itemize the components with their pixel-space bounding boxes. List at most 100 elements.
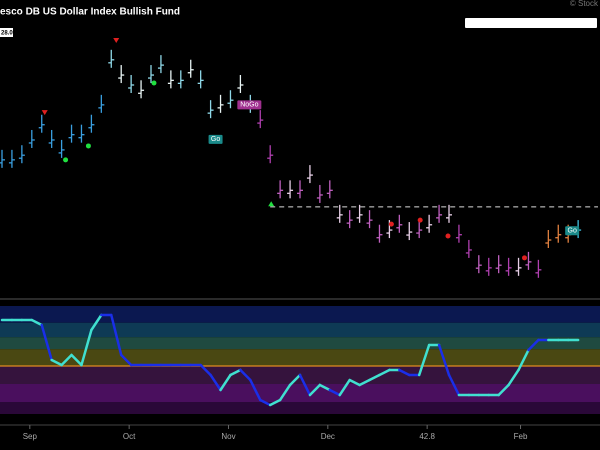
x-tick-label: 42.8: [419, 432, 435, 441]
price-bar: [326, 180, 333, 199]
price-bar: [98, 94, 105, 113]
price-bar: [416, 220, 423, 239]
oscillator-segment: [249, 378, 262, 402]
oscillator-segment: [268, 398, 282, 407]
price-bar: [316, 184, 323, 203]
price-bar: [8, 149, 15, 168]
x-tick-label: Oct: [123, 432, 136, 441]
price-bar: [336, 204, 343, 223]
oscillator-segment: [60, 353, 73, 367]
oscillator-segment: [209, 373, 222, 392]
price-bar: [267, 145, 274, 164]
oscillator-segment: [527, 338, 540, 352]
oscillator-band: [0, 384, 600, 402]
price-bar: [306, 165, 313, 184]
price-bar: [257, 110, 264, 129]
x-tick-label: Nov: [221, 432, 235, 441]
price-bar: [217, 94, 224, 113]
signal-tag-label: Go: [568, 228, 577, 235]
signal-dot: [445, 233, 451, 239]
price-bar: [436, 204, 443, 223]
price-bar: [406, 222, 413, 241]
oscillator-segment: [40, 323, 53, 362]
signal-triangle: [113, 37, 120, 43]
oscillator-segment: [378, 368, 391, 377]
price-bar: [446, 204, 452, 223]
oscillator-segment: [70, 353, 83, 367]
signal-triangle: [41, 110, 48, 116]
price-bar: [287, 180, 294, 199]
price-bar: [376, 224, 383, 243]
oscillator-segment: [497, 383, 510, 397]
oscillator-segment: [90, 313, 103, 332]
signal-dot: [151, 80, 157, 86]
price-bar: [535, 259, 542, 278]
price-bar: [167, 70, 174, 89]
price-bar: [187, 59, 194, 78]
price-bar: [28, 129, 35, 148]
signal-tag: [565, 226, 580, 236]
oscillator-segment: [308, 383, 322, 397]
oscillator-segment: [199, 363, 212, 377]
signal-triangle: [268, 201, 275, 207]
oscillator-segment: [30, 318, 43, 327]
signal-tag: [208, 134, 223, 144]
price-bar: [58, 139, 65, 158]
price-label-box: [0, 28, 13, 37]
x-tick-label: Feb: [514, 432, 528, 441]
x-tick-label: Dec: [321, 432, 335, 441]
signal-dot: [388, 221, 394, 227]
oscillator-segment: [239, 368, 252, 382]
oscillator-band: [0, 322, 600, 338]
price-bar: [515, 257, 522, 276]
watermark: © Stock: [570, 0, 599, 8]
price-bar: [465, 239, 472, 258]
oscillator-segment: [368, 373, 381, 382]
oscillator-segment: [328, 388, 341, 397]
price-bar: [88, 114, 95, 133]
oscillator-segment: [318, 383, 332, 392]
price-bar: [346, 210, 353, 229]
signal-tag-label: NoGo: [240, 102, 258, 109]
price-bar: [545, 230, 552, 249]
signal-dot: [63, 157, 69, 163]
price-bar: [177, 70, 184, 89]
price-bar: [207, 100, 214, 119]
price-bar: [0, 149, 5, 168]
oscillator-segment: [398, 368, 411, 377]
oscillator-segment: [278, 383, 292, 402]
oscillator-segment: [447, 373, 461, 397]
price-bar: [237, 74, 244, 93]
price-bar: [128, 74, 135, 93]
oscillator-band: [0, 349, 600, 366]
oscillator-segment: [219, 373, 232, 392]
oscillator-segment: [358, 378, 371, 387]
oscillator-segment: [507, 368, 520, 387]
price-bar: [157, 55, 164, 74]
price-bar: [366, 210, 373, 229]
price-label: 28.09: [1, 31, 17, 37]
price-bar: [18, 145, 25, 164]
search-box[interactable]: [465, 18, 597, 28]
oscillator-segment: [119, 353, 133, 367]
chart-title: esco DB US Dollar Index Bullish Fund: [0, 7, 180, 18]
price-bar: [227, 90, 234, 109]
price-bar: [297, 180, 303, 199]
price-bar: [68, 124, 75, 143]
price-bar: [118, 65, 125, 84]
price-bar: [356, 204, 363, 223]
price-bar: [525, 251, 532, 270]
oscillator-segment: [80, 328, 93, 367]
price-bar: [555, 224, 562, 243]
signal-tag: [237, 100, 262, 110]
price-bar: [48, 129, 55, 148]
oscillator-segment: [348, 378, 361, 387]
oscillator-segment: [437, 343, 451, 377]
price-bar: [277, 180, 284, 199]
oscillator-band: [0, 306, 600, 323]
price-bar: [455, 224, 462, 243]
price-bar: [485, 257, 492, 276]
oscillator-segment: [259, 398, 272, 407]
